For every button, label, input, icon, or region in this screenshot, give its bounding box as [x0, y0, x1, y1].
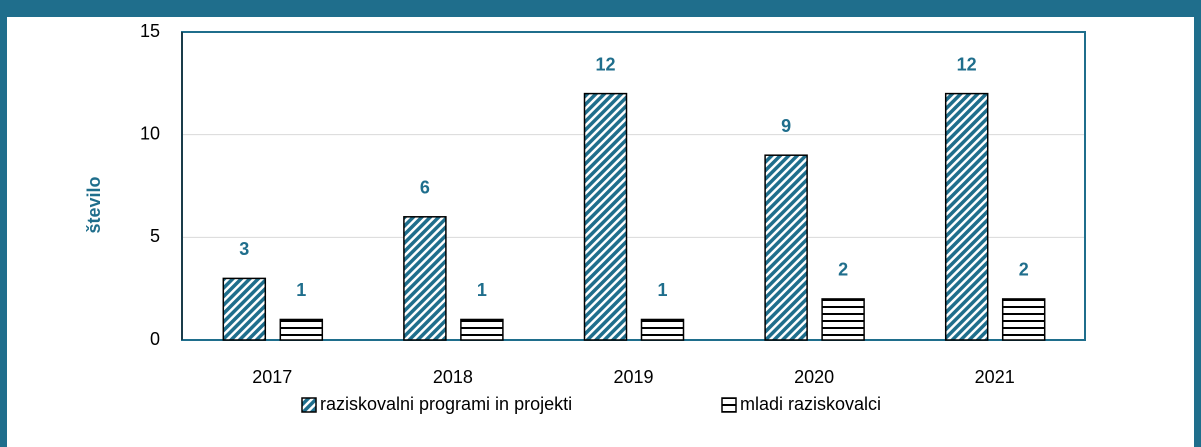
y-tick-label: 5: [150, 226, 160, 246]
legend-label: raziskovalni programi in projekti: [320, 394, 572, 414]
y-tick-label: 15: [140, 21, 160, 41]
value-label: 1: [477, 280, 487, 300]
y-axis-label: število: [84, 176, 104, 233]
bar: [764, 154, 808, 341]
x-tick-label: 2017: [252, 367, 292, 387]
value-label: 2: [1019, 260, 1029, 280]
value-label: 2: [838, 260, 848, 280]
bar: [583, 92, 628, 341]
value-label: 3: [239, 239, 249, 259]
value-label: 12: [595, 54, 615, 74]
value-label: 6: [420, 178, 430, 198]
bar: [279, 318, 324, 341]
bar: [944, 92, 989, 341]
legend-swatch: [301, 397, 317, 413]
legend-swatch: [721, 397, 737, 413]
x-tick-label: 2020: [794, 367, 834, 387]
value-label: 1: [296, 280, 306, 300]
value-label: 1: [657, 280, 667, 300]
legend-label: mladi raziskovalci: [740, 394, 881, 414]
bar: [403, 216, 447, 341]
frame-right: [1194, 0, 1201, 447]
value-label: 9: [781, 116, 791, 136]
value-label: 12: [957, 54, 977, 74]
bar: [222, 277, 267, 341]
y-tick-label: 10: [140, 123, 160, 143]
frame-top: [0, 0, 1201, 17]
x-tick-label: 2018: [433, 367, 473, 387]
bar: [821, 298, 865, 341]
bar: [1001, 298, 1046, 341]
bar: [640, 318, 685, 341]
bar: [460, 318, 504, 341]
x-tick-label: 2019: [613, 367, 653, 387]
frame-left: [0, 0, 7, 447]
y-tick-label: 0: [150, 329, 160, 349]
x-tick-label: 2021: [975, 367, 1015, 387]
